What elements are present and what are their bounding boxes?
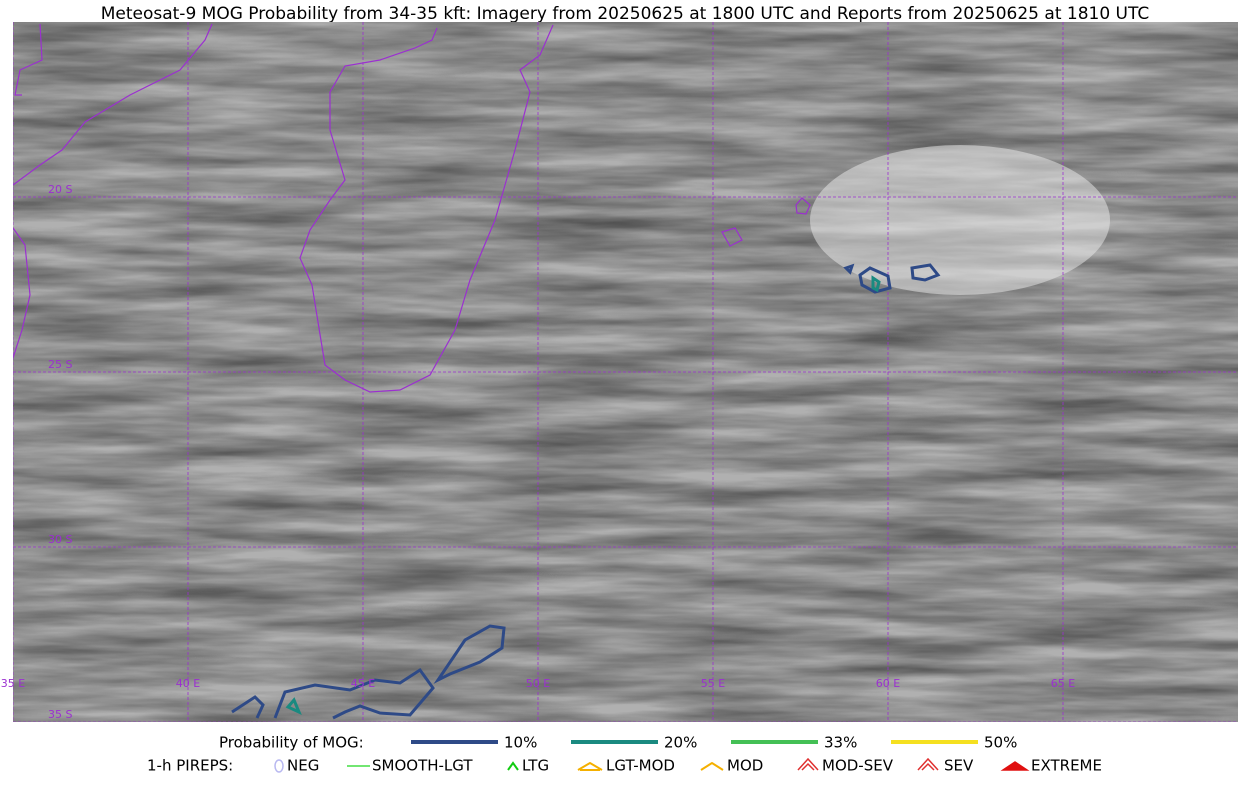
legend-label: MOD-SEV: [822, 757, 894, 775]
lon-label: 45 E: [351, 677, 375, 690]
legend-label: LGT-MOD: [606, 757, 675, 775]
legend-label: MOD: [727, 757, 763, 775]
lat-label: 25 S: [48, 358, 72, 371]
legend-label: EXTREME: [1031, 757, 1102, 775]
contour-20: [285, 275, 881, 715]
legend-label: SMOOTH-LGT: [372, 757, 473, 775]
legend-label: NEG: [287, 757, 319, 775]
legend: Probability of MOG: 10% 20% 33% 50% 1-h PIREP…: [147, 734, 1102, 775]
pirep-icon: [700, 761, 724, 771]
island: [721, 227, 743, 247]
pirep-icon: [917, 757, 939, 771]
lon-label: 65 E: [1051, 677, 1075, 690]
legend-label: LTG: [522, 757, 549, 775]
lat-label: 20 S: [48, 183, 72, 196]
island: [795, 197, 811, 215]
pirep-icon: [797, 757, 819, 771]
africa-coast: [13, 227, 31, 359]
lat-label: 35 S: [48, 708, 72, 721]
legend-label: 20%: [664, 734, 697, 752]
legend-title: Probability of MOG:: [219, 734, 364, 752]
africa-coast: [13, 23, 213, 186]
title: Meteosat-9 MOG Probability from 34-35 kf…: [101, 4, 1150, 24]
contour-10: [843, 263, 941, 294]
legend-label: 10%: [504, 734, 537, 752]
lon-label: 35 E: [1, 677, 25, 690]
coastlines: [13, 23, 811, 393]
map: [13, 22, 1238, 722]
africa-coast: [14, 23, 43, 96]
legend-label: 50%: [984, 734, 1017, 752]
contour-10: [231, 624, 506, 720]
contours: [231, 263, 941, 720]
lat-label: 30 S: [48, 533, 72, 546]
lon-label: 40 E: [176, 677, 200, 690]
pirep-icon: [1000, 761, 1030, 771]
pirep-icon: [274, 759, 284, 773]
madagascar: [299, 24, 554, 393]
lon-label: 60 E: [876, 677, 900, 690]
legend-label: 33%: [824, 734, 857, 752]
lon-label: 50 E: [526, 677, 550, 690]
legend-label: SEV: [944, 757, 974, 775]
pirep-icon: [507, 761, 519, 771]
cloud-system: [810, 145, 1110, 295]
legend-title: 1-h PIREPS:: [147, 757, 233, 775]
pirep-icon: [577, 761, 603, 771]
lon-label: 55 E: [701, 677, 725, 690]
